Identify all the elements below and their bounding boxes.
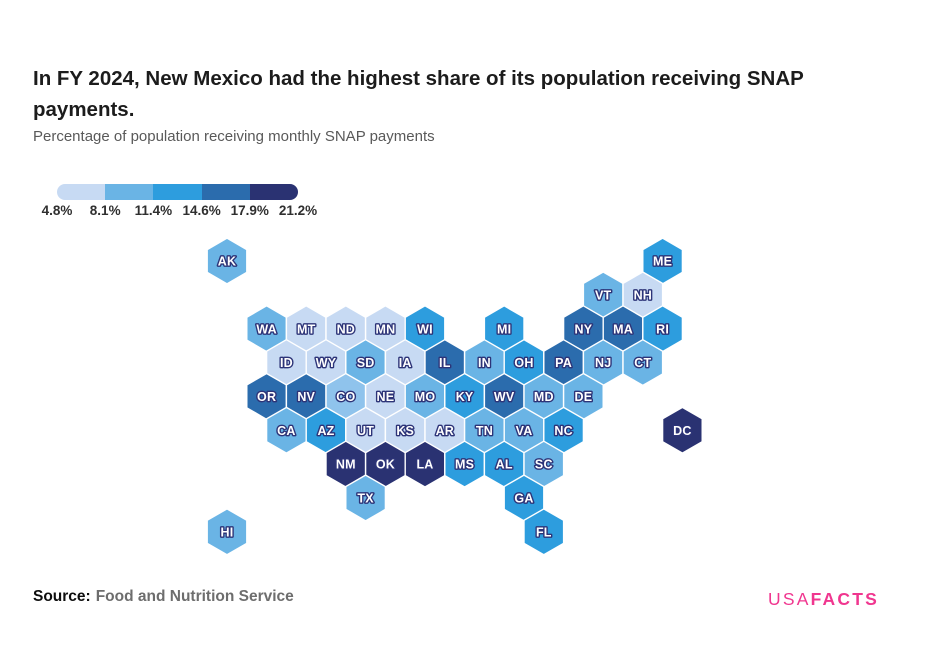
hex-DC[interactable] — [661, 406, 703, 454]
hex-CT[interactable] — [622, 338, 664, 387]
legend-segment-2 — [105, 184, 154, 200]
source-label: Source: — [33, 588, 91, 605]
chart-subtitle: Percentage of population receiving month… — [33, 128, 435, 145]
usafacts-logo[interactable]: USAFACTS — [768, 589, 879, 610]
hex-AK[interactable] — [206, 237, 248, 285]
legend-tick-11.4%: 11.4% — [134, 203, 173, 218]
legend-tick-8.1%: 8.1% — [89, 203, 121, 218]
usafacts-logo-usa: USA — [768, 589, 811, 609]
color-legend: 4.8% 8.1% 11.4% 14.6% 17.9% 21.2% — [42, 184, 318, 221]
legend-tick-21.2%: 21.2% — [278, 203, 318, 218]
legend-tick-4.8%: 4.8% — [41, 203, 73, 218]
legend-segment-4 — [201, 184, 250, 200]
legend-tick-17.9%: 17.9% — [230, 203, 269, 218]
hex-FL[interactable] — [523, 508, 565, 556]
legend-segment-5 — [249, 184, 299, 200]
chart-title: In FY 2024, New Mexico had the highest s… — [33, 66, 804, 121]
legend-tick-14.6%: 14.6% — [182, 203, 221, 218]
source-link[interactable]: Food and Nutrition Service — [95, 588, 294, 605]
usafacts-logo-facts: FACTS — [810, 589, 879, 609]
legend-color-bar — [57, 184, 299, 200]
hex-HI[interactable] — [206, 508, 248, 556]
hex-TX[interactable] — [345, 474, 387, 522]
source-line: Source: Food and Nutrition Service — [33, 588, 294, 606]
legend-segment-3 — [153, 184, 202, 200]
legend-tick-labels: 4.8% 8.1% 11.4% 14.6% 17.9% 21.2% — [42, 203, 318, 221]
legend-segment-1 — [57, 184, 106, 200]
